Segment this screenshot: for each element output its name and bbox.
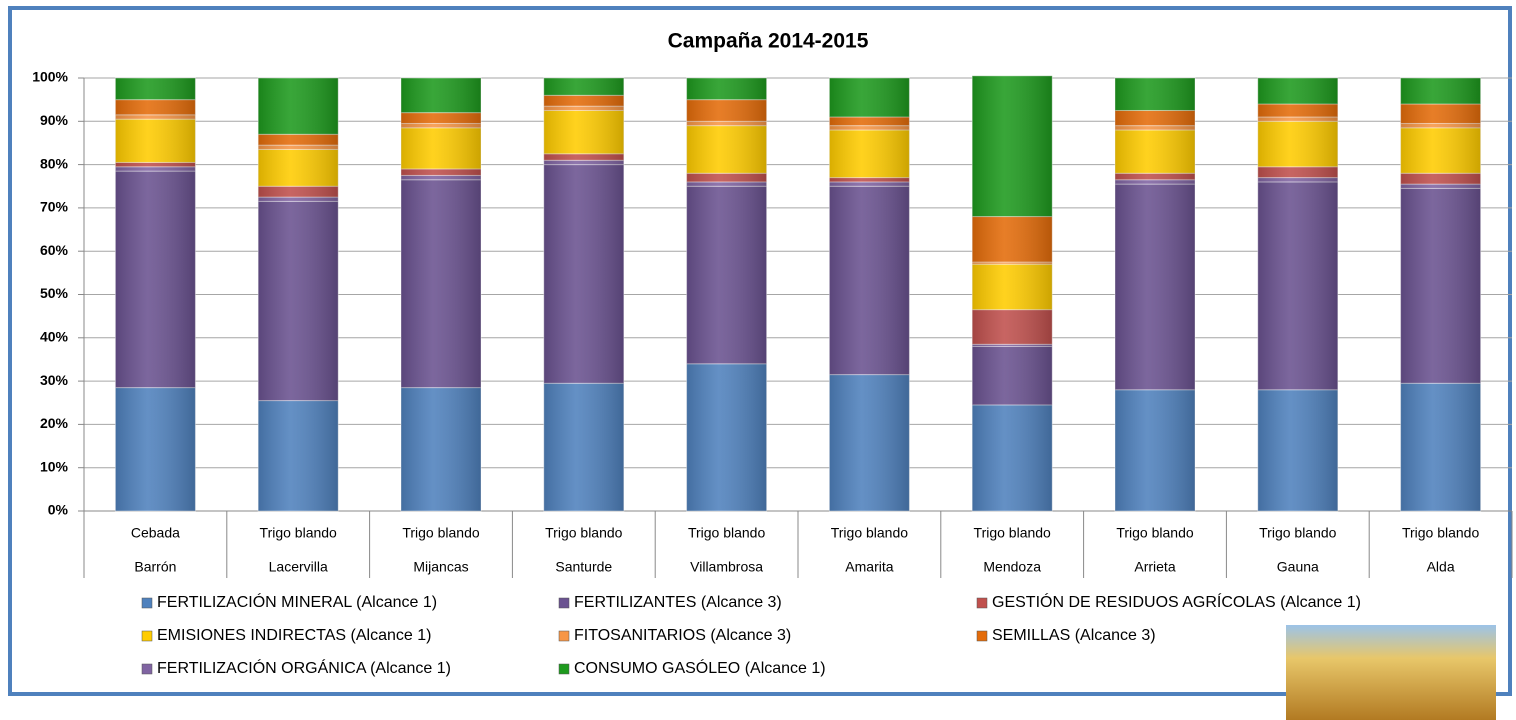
legend-swatch	[558, 630, 570, 642]
x-tick-label: Mendoza	[983, 559, 1041, 575]
bar-shade	[1257, 78, 1338, 511]
legend-swatch	[141, 597, 153, 609]
wheat-photo	[1286, 625, 1496, 720]
x-tick-label: Trigo blando	[1116, 525, 1194, 541]
bar-shade	[972, 75, 1053, 512]
x-tick-label: Cebada	[131, 525, 180, 541]
legend-label: FERTILIZANTES (Alcance 3)	[574, 594, 782, 611]
chart-title: Campaña 2014-2015	[668, 30, 869, 53]
x-tick-label: Trigo blando	[260, 525, 338, 541]
x-tick-label: Barrón	[134, 559, 176, 575]
legend-swatch	[558, 663, 570, 675]
x-tick-label: Trigo blando	[1402, 525, 1480, 541]
y-tick-label: 80%	[40, 155, 69, 171]
x-tick-label: Villambrosa	[690, 559, 763, 575]
x-tick-label: Trigo blando	[831, 525, 909, 541]
y-tick-label: 60%	[40, 242, 69, 258]
legend-label: GESTIÓN DE RESIDUOS AGRÍCOLAS (Alcance 1…	[992, 592, 1361, 611]
y-tick-label: 70%	[40, 199, 69, 215]
bar-shade	[115, 78, 196, 511]
y-tick-label: 0%	[48, 502, 69, 518]
x-tick-label: Trigo blando	[688, 525, 766, 541]
y-tick-label: 10%	[40, 458, 69, 474]
x-tick-label: Arrieta	[1134, 559, 1175, 575]
bar-shade	[686, 78, 767, 511]
legend-swatch	[976, 597, 988, 609]
bar-shade	[401, 78, 481, 511]
bar-shade	[1115, 78, 1195, 511]
x-tick-label: Trigo blando	[545, 525, 623, 541]
legend-label: FERTILIZACIÓN ORGÁNICA (Alcance 1)	[157, 658, 451, 677]
y-tick-label: 100%	[32, 69, 68, 85]
bar-shade	[258, 78, 339, 511]
legend-label: SEMILLAS (Alcance 3)	[992, 627, 1156, 644]
y-tick-label: 40%	[40, 329, 69, 345]
legend-label: EMISIONES INDIRECTAS (Alcance 1)	[157, 627, 431, 644]
legend-swatch	[976, 630, 988, 642]
y-tick-label: 50%	[40, 285, 69, 301]
legend-swatch	[141, 663, 153, 675]
x-tick-label: Mijancas	[413, 559, 468, 575]
x-tick-label: Gauna	[1277, 559, 1319, 575]
x-tick-label: Alda	[1427, 559, 1455, 575]
y-tick-label: 90%	[40, 112, 69, 128]
x-tick-label: Lacervilla	[269, 559, 328, 575]
bar-shade	[829, 78, 910, 511]
x-tick-label: Trigo blando	[402, 525, 480, 541]
x-tick-label: Trigo blando	[974, 525, 1052, 541]
legend-swatch	[141, 630, 153, 642]
x-tick-label: Santurde	[555, 559, 612, 575]
bar-shade	[543, 78, 624, 511]
x-tick-label: Amarita	[845, 559, 893, 575]
y-tick-label: 30%	[40, 372, 69, 388]
x-tick-label: Trigo blando	[1259, 525, 1337, 541]
legend-label: FITOSANITARIOS (Alcance 3)	[574, 627, 791, 644]
y-tick-label: 20%	[40, 415, 69, 431]
legend-label: CONSUMO GASÓLEO (Alcance 1)	[574, 658, 826, 677]
legend-label: FERTILIZACIÓN MINERAL (Alcance 1)	[157, 592, 437, 611]
legend-swatch	[558, 597, 570, 609]
bar-shade	[1400, 78, 1481, 511]
